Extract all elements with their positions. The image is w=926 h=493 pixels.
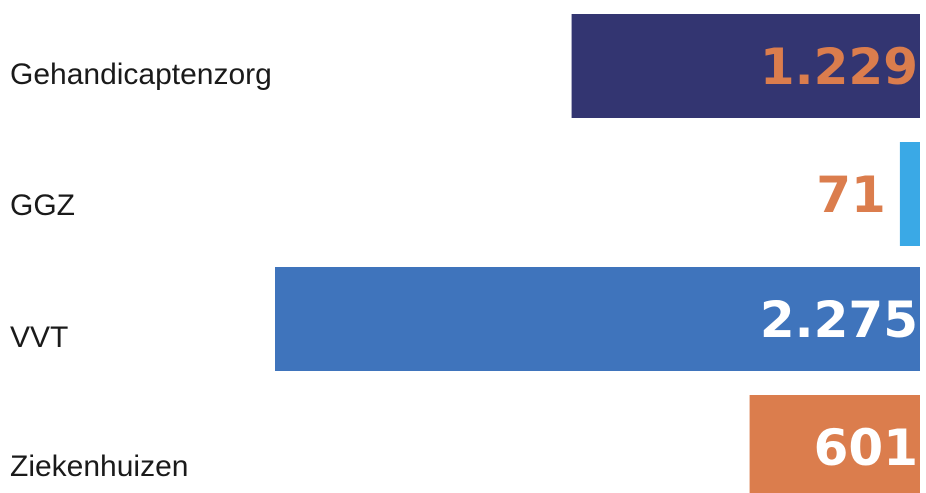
category-label: Gehandicaptenzorg (10, 58, 272, 91)
bar-vvt (275, 267, 920, 371)
value-label: 601 (814, 419, 918, 477)
value-labels-group: 1.229 71 2.275 601 (760, 38, 918, 477)
category-label: Ziekenhuizen (10, 450, 188, 483)
category-label: VVT (10, 321, 68, 354)
category-label: GGZ (10, 189, 75, 222)
bar-ggz (899, 142, 920, 246)
bars-group (275, 14, 920, 493)
value-label: 1.229 (760, 38, 918, 96)
category-labels-group: Gehandicaptenzorg GGZ VVT Ziekenhuizen (10, 58, 272, 483)
value-label: 2.275 (760, 291, 918, 349)
bar-gehandicaptenzorg (571, 14, 920, 118)
value-label: 71 (816, 166, 886, 224)
bar-ziekenhuizen (749, 395, 920, 493)
